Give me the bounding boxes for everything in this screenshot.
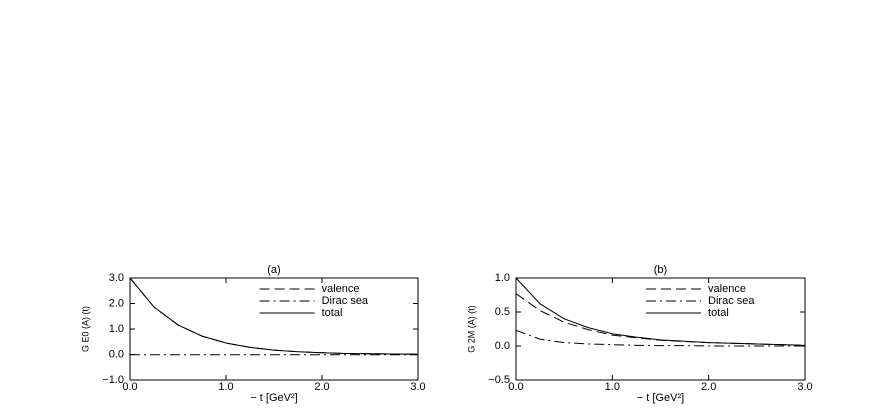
- x-tick-label: 2.0: [701, 381, 716, 393]
- plot-frame: [129, 277, 419, 381]
- legend-label: total: [708, 307, 729, 319]
- x-tick-label: 1.0: [218, 381, 233, 393]
- x-tick-label: 1.0: [605, 381, 620, 393]
- y-tick-label: 1.0: [495, 272, 510, 284]
- x-tick-label: 0.0: [122, 381, 137, 393]
- y-tick-label: 1.0: [109, 323, 124, 335]
- y-tick-label: 0.0: [109, 348, 124, 360]
- series-line: [515, 329, 805, 347]
- x-axis-label: − t [GeV²]: [637, 392, 684, 404]
- x-tick-label: 3.0: [410, 381, 425, 393]
- legend-label: valence: [322, 283, 360, 295]
- y-axis-label: G 2M (A) (t): [466, 305, 476, 353]
- series-line: [129, 277, 419, 355]
- x-axis-label: − t [GeV²]: [250, 392, 297, 404]
- legend-label: total: [322, 307, 343, 319]
- plot-frame: [515, 277, 806, 381]
- y-tick-label: 2.0: [109, 297, 124, 309]
- y-tick-label: −0.5: [488, 374, 510, 386]
- legend-label: Dirac sea: [322, 295, 369, 307]
- legend-label: valence: [708, 283, 746, 295]
- x-tick-label: 2.0: [314, 381, 329, 393]
- legend-label: Dirac sea: [708, 295, 755, 307]
- y-tick-label: 3.0: [109, 272, 124, 284]
- x-tick-label: 3.0: [797, 381, 812, 393]
- y-tick-label: −1.0: [102, 374, 124, 386]
- x-tick-label: 0.0: [508, 381, 523, 393]
- y-tick-label: 0.5: [495, 306, 510, 318]
- y-tick-label: 0.0: [495, 340, 510, 352]
- series-line: [515, 277, 806, 346]
- chart-title: (b): [654, 264, 667, 276]
- y-axis-label: G E0 (A) (t): [80, 306, 90, 352]
- series-line: [129, 277, 419, 355]
- chart-title: (a): [267, 264, 280, 276]
